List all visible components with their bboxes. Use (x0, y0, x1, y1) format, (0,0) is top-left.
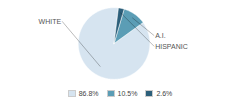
html-text:2.6%: 2.6% (156, 89, 173, 97)
html-text:86.8%: 86.8% (78, 89, 99, 97)
html-text:10.5%: 10.5% (117, 89, 138, 97)
svg-text:HISPANIC: HISPANIC (155, 43, 188, 50)
svg-text:WHITE: WHITE (39, 18, 62, 25)
svg-text:A.I.: A.I. (155, 32, 166, 39)
